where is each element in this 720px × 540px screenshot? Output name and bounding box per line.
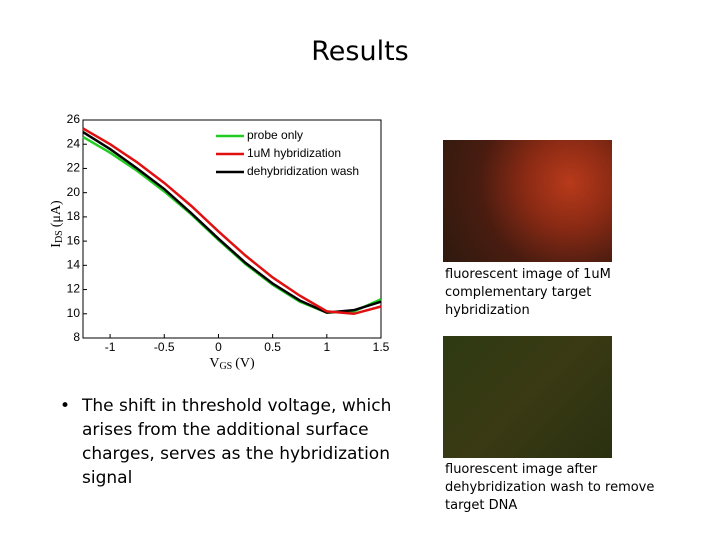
x-tick-label: 1 [323,340,330,354]
x-tick-label: -1 [105,340,116,354]
y-tick-label: 26 [67,112,81,126]
x-tick-label: -0.5 [154,340,175,354]
plot-area [82,119,382,339]
x-tick-label: 1.5 [373,340,390,354]
x-tick-label: 0.5 [264,340,281,354]
bullet-text: The shift in threshold voltage, which ar… [60,394,412,490]
y-tick-label: 22 [67,161,81,175]
legend-label: dehybridization wash [247,164,359,178]
y-tick-label: 12 [67,282,81,296]
y-tick-label: 10 [67,306,81,320]
axis-title-part: V [209,356,219,371]
axis-title-sub: GS [219,361,232,372]
y-tick-label: 14 [67,258,81,272]
y-tick-label: 8 [73,330,80,344]
axis-title-part: (μA) [49,200,64,227]
x-tick-label: 0 [215,340,222,354]
axis-title-part: (V) [235,356,255,371]
axis-title: VGS (V) [209,356,255,372]
y-tick-label: 24 [67,136,81,150]
axis-title-part: I [49,243,64,248]
legend-label: 1uM hybridization [247,146,341,160]
data-line [82,127,382,316]
axis-title-sub: DS [54,230,65,243]
y-tick-label: 16 [67,233,81,247]
slide-title: Results [311,36,409,67]
y-tick-label: 20 [67,185,81,199]
caption: fluorescent image after dehybridization … [445,462,655,513]
fluorescent-image [443,140,612,262]
y-tick-label: 18 [67,209,81,223]
axis-title: IDS (μA) [49,200,65,248]
fluorescent-image [443,336,612,458]
caption: fluorescent image of 1uM complementary t… [445,267,611,318]
legend-label: probe only [247,128,303,142]
